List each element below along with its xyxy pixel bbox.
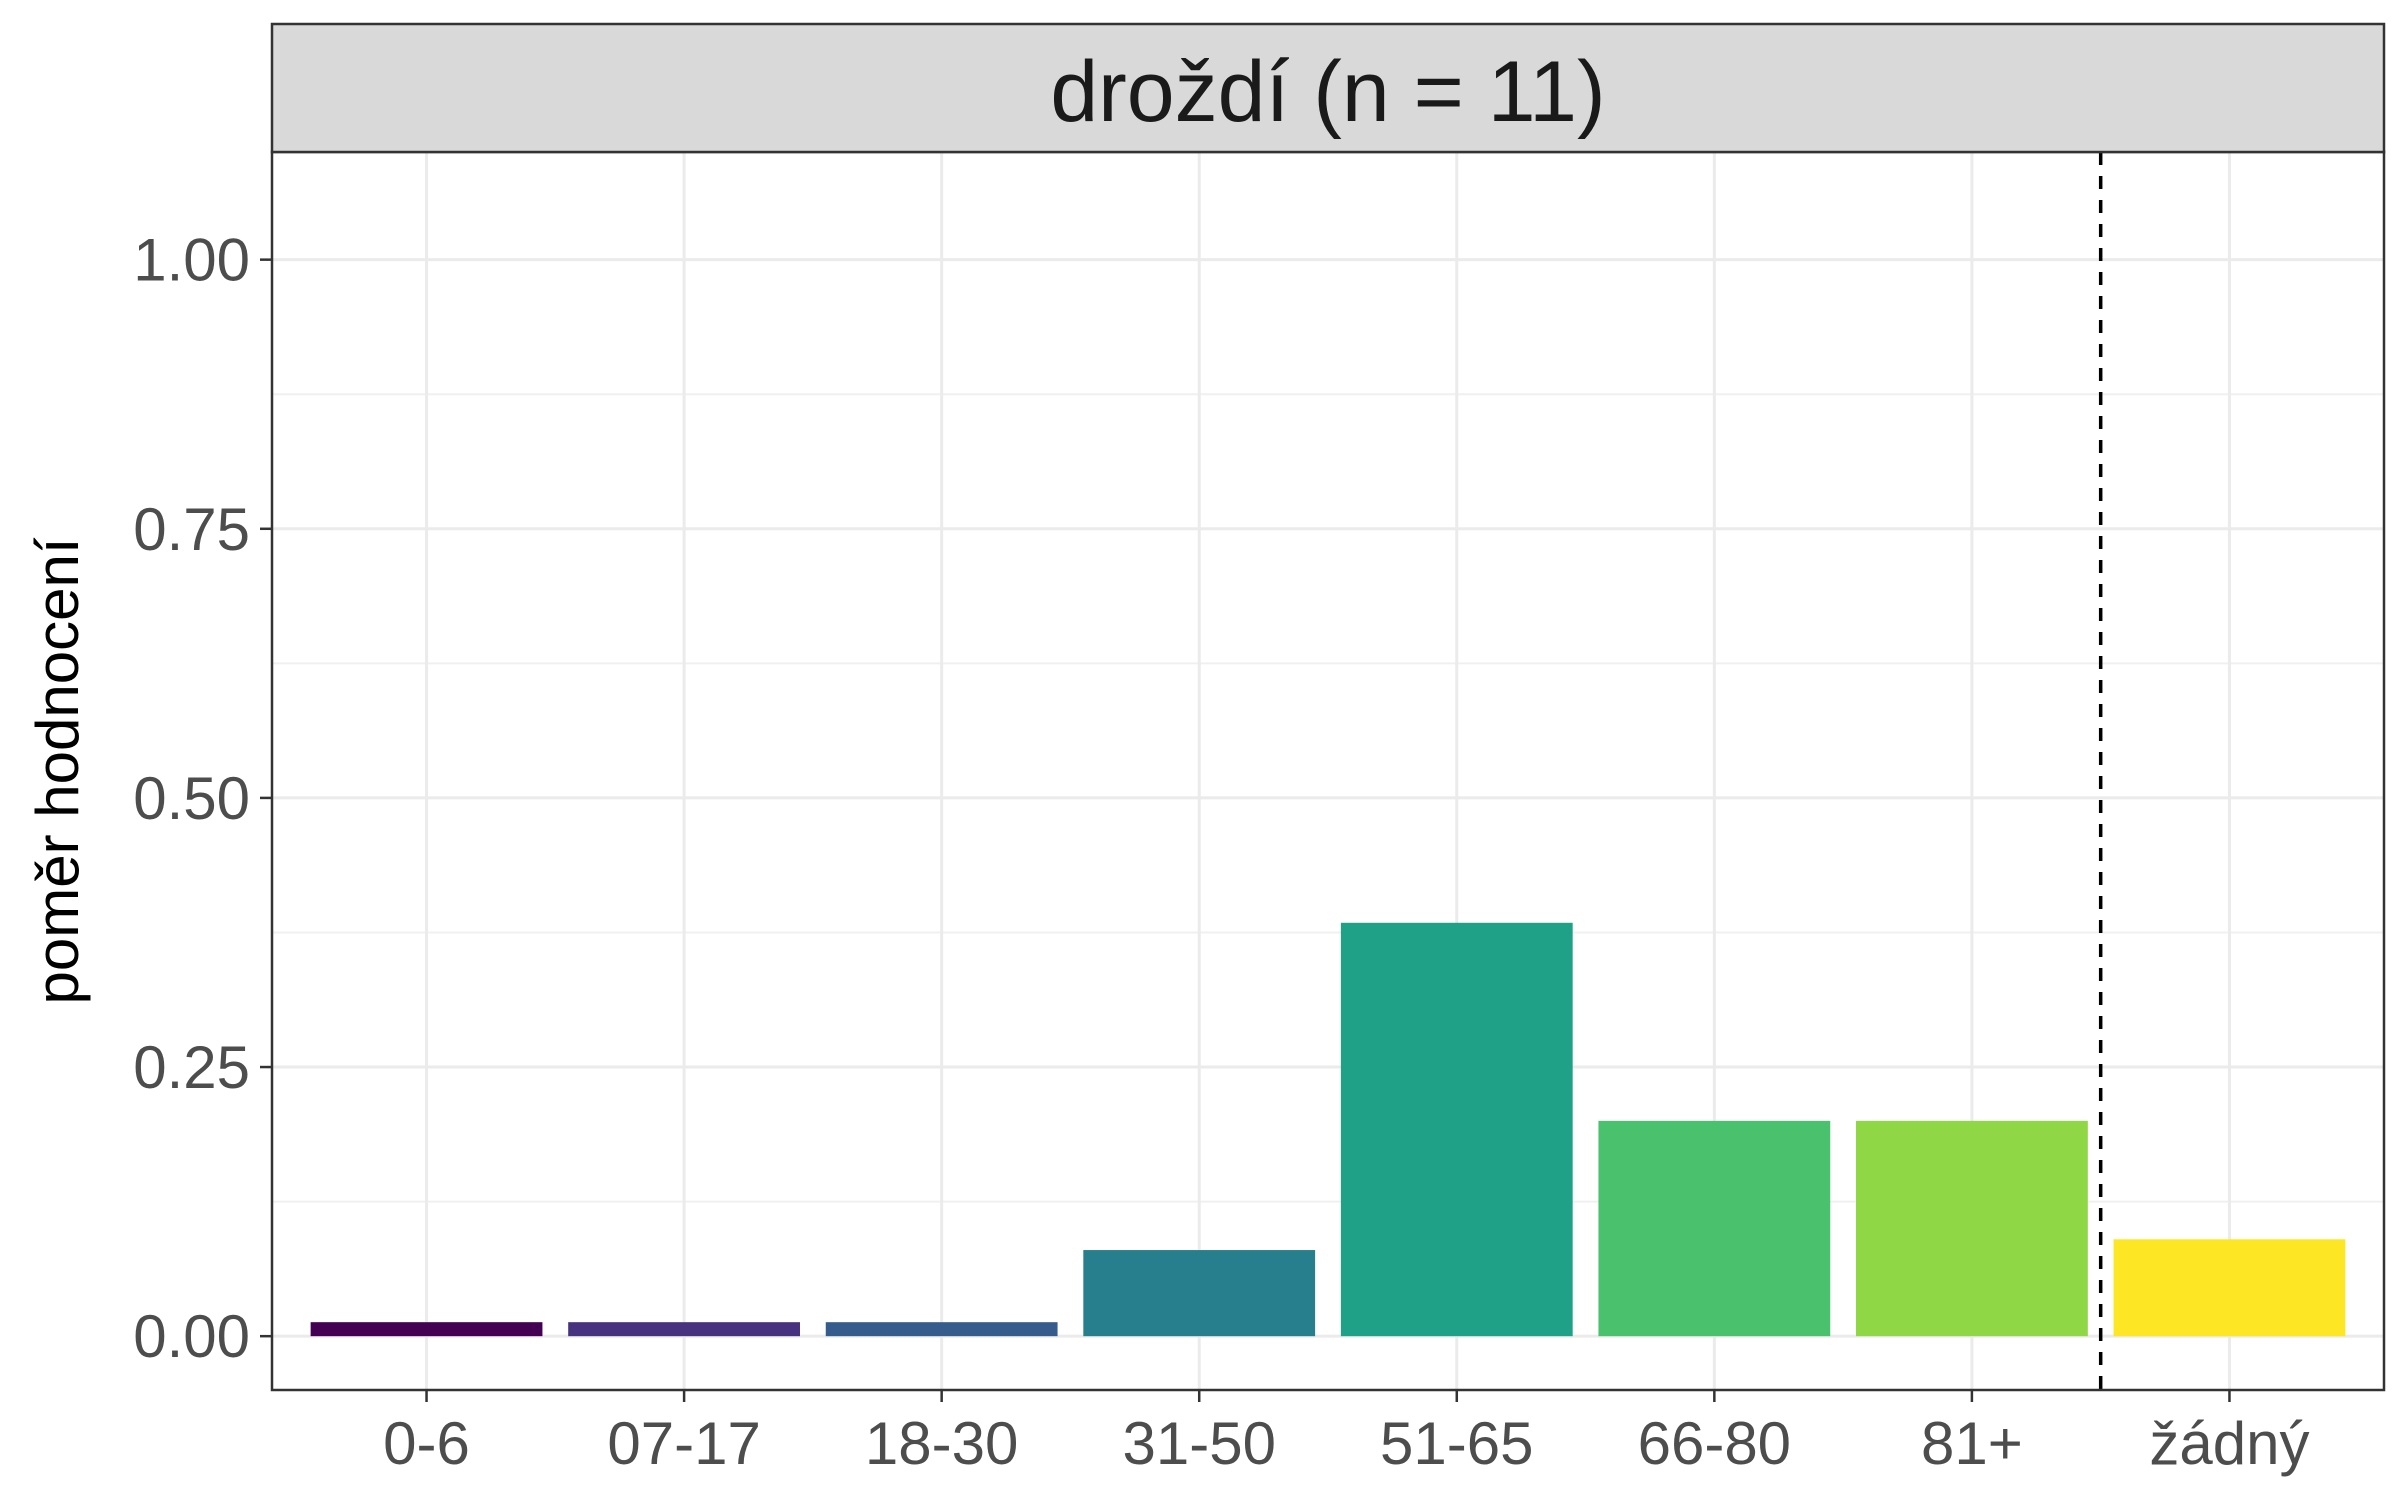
x-tick-label: 0-6 bbox=[383, 1410, 470, 1477]
bar-51-65 bbox=[1340, 922, 1573, 1337]
bar-81+ bbox=[1856, 1120, 2088, 1337]
x-tick-label: 07-17 bbox=[607, 1410, 760, 1477]
x-axis: 0-6 07-17 18-30 31-50 51-65 66-80 81+ žádný bbox=[383, 1390, 2310, 1477]
bars bbox=[310, 922, 2346, 1337]
bar-18-30 bbox=[825, 1322, 1058, 1337]
y-axis-title: poměr hodnocení bbox=[24, 537, 91, 1004]
facet-title: droždí (n = 11) bbox=[1050, 44, 1605, 140]
bar-0-6 bbox=[310, 1322, 543, 1337]
grid-lines bbox=[272, 152, 2384, 1390]
x-tick-label: 31-50 bbox=[1122, 1410, 1275, 1477]
x-tick-label: žádný bbox=[2149, 1410, 2309, 1477]
y-axis: 0.00 0.25 0.50 0.75 1.00 bbox=[133, 227, 272, 1370]
bar-žádný bbox=[2113, 1239, 2346, 1337]
x-tick-label: 51-65 bbox=[1380, 1410, 1533, 1477]
facet-strip bbox=[270, 22, 2386, 154]
bar-31-50 bbox=[1083, 1250, 1316, 1337]
y-tick-label: 0.50 bbox=[133, 765, 250, 832]
y-tick-label: 0.00 bbox=[133, 1303, 250, 1370]
y-tick-label: 1.00 bbox=[133, 227, 250, 294]
x-tick-label: 18-30 bbox=[865, 1410, 1018, 1477]
x-tick-label: 66-80 bbox=[1638, 1410, 1791, 1477]
y-tick-label: 0.25 bbox=[133, 1034, 250, 1101]
x-tick-label: 81+ bbox=[1921, 1410, 2023, 1477]
bar-07-17 bbox=[568, 1322, 800, 1337]
y-tick-label: 0.75 bbox=[133, 496, 250, 563]
bar-66-80 bbox=[1598, 1120, 1831, 1337]
